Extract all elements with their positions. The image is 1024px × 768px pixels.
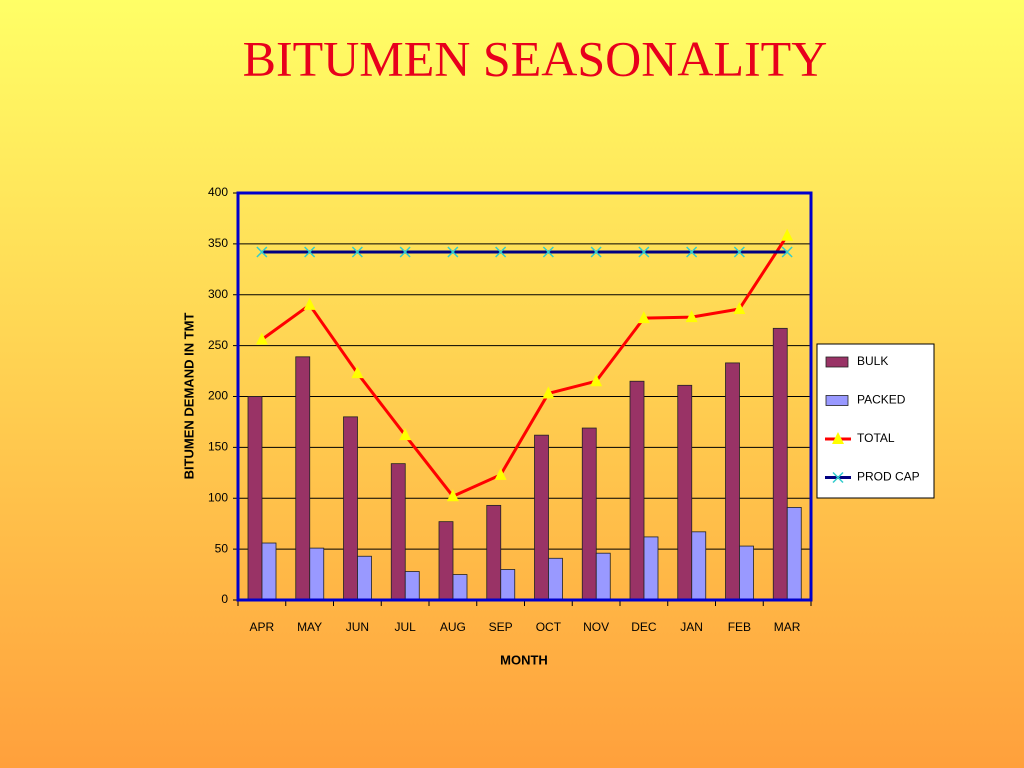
x-tick-label: NOV bbox=[583, 620, 609, 634]
line-marker bbox=[590, 246, 602, 258]
line-marker bbox=[733, 246, 745, 258]
bar bbox=[643, 536, 659, 601]
bar bbox=[725, 362, 740, 601]
legend-label: BULK bbox=[857, 354, 888, 368]
y-tick-label: 100 bbox=[208, 490, 228, 504]
line-marker bbox=[542, 386, 555, 399]
bar bbox=[500, 569, 516, 601]
line-marker bbox=[781, 228, 794, 241]
x-tick-label: SEP bbox=[489, 620, 513, 634]
chart-title: BITUMEN SEASONALITY bbox=[243, 30, 828, 86]
x-tick-label: JAN bbox=[680, 620, 703, 634]
y-tick-label: 150 bbox=[208, 440, 228, 454]
y-tick-label: 0 bbox=[221, 592, 228, 606]
x-tick-label: MAY bbox=[297, 620, 322, 634]
line-marker bbox=[351, 366, 364, 379]
bar bbox=[486, 504, 502, 601]
y-tick-label: 400 bbox=[208, 185, 228, 199]
x-axis-label: MONTH bbox=[500, 652, 548, 667]
x-tick-label: FEB bbox=[728, 620, 751, 634]
y-axis-label: BITUMEN DEMAND IN TMT bbox=[181, 313, 196, 480]
line-marker bbox=[685, 310, 698, 323]
x-tick-label: JUN bbox=[346, 620, 369, 634]
line-marker bbox=[637, 311, 650, 324]
bar bbox=[772, 327, 788, 601]
line-marker bbox=[832, 432, 844, 444]
legend-swatch bbox=[825, 356, 849, 368]
bar bbox=[452, 574, 468, 601]
bar bbox=[629, 380, 645, 601]
bar bbox=[534, 434, 549, 601]
y-tick-label: 300 bbox=[208, 287, 228, 301]
bar bbox=[357, 555, 372, 601]
line-marker bbox=[495, 246, 507, 258]
line-marker bbox=[686, 246, 698, 258]
bar bbox=[581, 427, 597, 601]
bar bbox=[261, 542, 277, 601]
line-marker bbox=[256, 246, 268, 258]
x-tick-label: DEC bbox=[631, 620, 657, 634]
line-marker bbox=[447, 246, 459, 258]
line-marker bbox=[351, 246, 363, 258]
line-marker bbox=[781, 246, 793, 258]
x-tick-label: APR bbox=[250, 620, 275, 634]
bar bbox=[390, 463, 406, 601]
line-marker bbox=[733, 301, 746, 314]
bar bbox=[247, 396, 263, 601]
legend-label: PROD CAP bbox=[857, 470, 920, 484]
line-marker bbox=[255, 332, 268, 345]
bar bbox=[343, 416, 358, 601]
legend-box bbox=[816, 343, 935, 499]
bar bbox=[438, 521, 454, 601]
line-marker bbox=[446, 489, 459, 502]
y-tick-label: 200 bbox=[208, 389, 228, 403]
x-tick-label: JUL bbox=[394, 620, 416, 634]
bar bbox=[677, 384, 693, 601]
bar bbox=[786, 507, 802, 601]
y-tick-label: 350 bbox=[208, 236, 228, 250]
plot-border bbox=[236, 191, 813, 602]
bar bbox=[548, 557, 563, 601]
x-tick-label: OCT bbox=[536, 620, 562, 634]
bar bbox=[595, 552, 611, 601]
x-tick-label: AUG bbox=[440, 620, 466, 634]
legend-label: PACKED bbox=[857, 393, 906, 407]
bar bbox=[309, 547, 325, 601]
line-marker bbox=[399, 428, 412, 441]
y-tick-label: 250 bbox=[208, 338, 228, 352]
line-marker bbox=[399, 246, 411, 258]
line-marker bbox=[304, 246, 316, 258]
line-marker bbox=[590, 374, 603, 387]
line-marker bbox=[303, 297, 316, 310]
bar bbox=[691, 531, 707, 601]
line-marker bbox=[638, 246, 650, 258]
bar bbox=[404, 571, 420, 601]
bar bbox=[739, 545, 754, 601]
line-marker bbox=[542, 246, 554, 258]
bar bbox=[295, 356, 311, 601]
legend-swatch bbox=[825, 395, 849, 406]
x-tick-label: MAR bbox=[774, 620, 801, 634]
legend-label: TOTAL bbox=[857, 431, 895, 445]
line-marker bbox=[494, 467, 507, 480]
line-marker bbox=[832, 471, 844, 484]
y-tick-label: 50 bbox=[215, 541, 229, 555]
line bbox=[260, 234, 789, 499]
